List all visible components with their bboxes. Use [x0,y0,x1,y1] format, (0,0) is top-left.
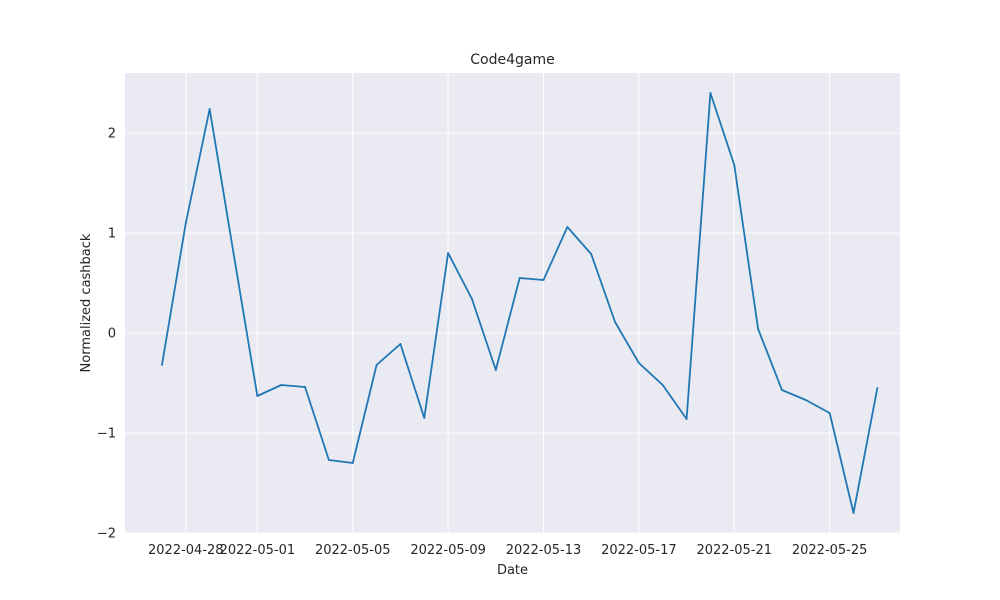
y-gridlines [125,132,900,534]
data-point [423,417,426,419]
data-point [828,412,831,414]
y-axis-label: Normalized cashback [79,233,94,372]
x-tick-label: 2022-05-25 [792,543,868,558]
data-point [351,462,354,464]
data-point [685,418,688,420]
y-tick-label: 0 [108,327,116,342]
y-tick-label: −1 [97,427,116,442]
data-point [733,164,736,166]
data-point [208,108,211,110]
data-point [256,395,259,397]
x-tick-label: 2022-05-09 [410,543,486,558]
data-point [399,343,402,345]
data-point [304,386,306,388]
y-tick-label: 2 [108,127,116,142]
y-tick-label: −2 [97,527,116,542]
data-point [494,369,497,371]
data-point [852,512,855,514]
x-tick-label: 2022-05-21 [696,543,772,558]
y-tick-labels: −2 −1 0 1 2 [97,127,116,542]
data-point [447,252,450,254]
data-point [518,277,521,279]
y-tick-label: 1 [108,227,116,242]
data-point [542,279,545,281]
x-tick-label: 2022-05-13 [506,543,582,558]
x-tick-label: 2022-04-28 [148,543,224,558]
data-point [876,387,879,389]
data-point [471,298,473,300]
x-tick-label: 2022-05-17 [601,543,677,558]
data-point [804,399,807,401]
data-point [280,384,283,386]
data-point [637,362,640,364]
data-point [232,252,235,254]
data-point [184,222,187,224]
x-tick-label: 2022-05-01 [220,543,296,558]
data-point [614,321,616,323]
data-point [661,384,664,386]
x-axis-label: Date [497,563,528,578]
data-point [757,328,760,330]
series-layer [161,92,879,514]
data-point [161,364,163,366]
data-point [566,226,569,228]
data-point [375,364,378,366]
x-tick-label: 2022-05-05 [315,543,391,558]
data-point [709,92,712,94]
data-point [781,389,783,391]
x-gridlines [185,73,831,533]
data-point [327,459,330,461]
chart-title: Code4game [470,52,554,68]
data-point [590,253,593,255]
